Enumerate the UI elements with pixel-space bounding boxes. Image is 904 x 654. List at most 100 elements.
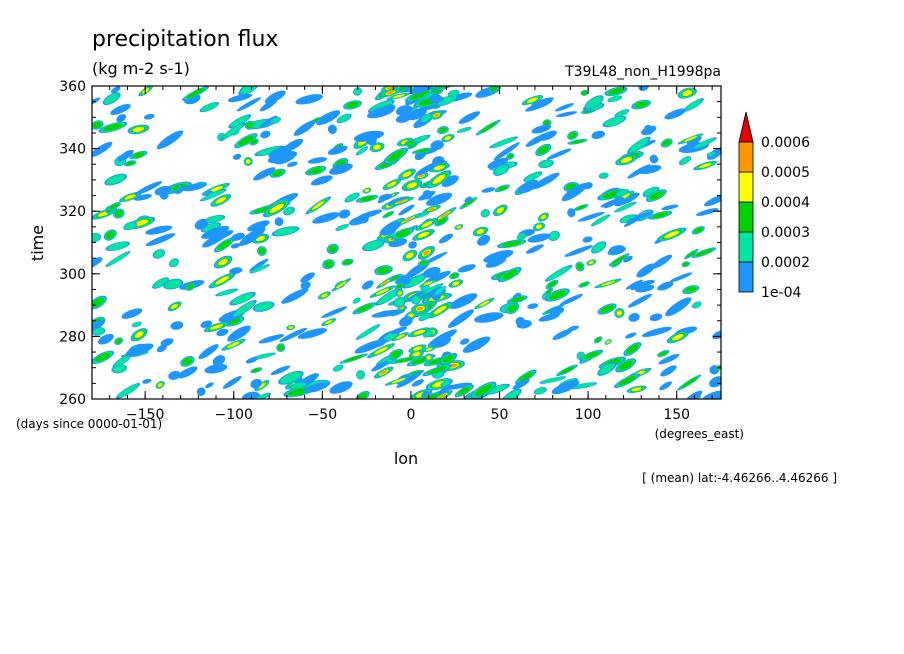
precip-level-4: [444, 135, 452, 141]
precip-level-3: [384, 212, 393, 218]
x-axis-units: (degrees_east): [655, 427, 744, 441]
precip-level-1: [554, 103, 574, 112]
precip-cell: [234, 133, 258, 149]
precip-level-4: [397, 291, 402, 296]
precip-cell: [712, 330, 721, 340]
precip-level-1: [117, 149, 134, 162]
precip-level-2: [604, 116, 625, 127]
precip-level-4: [245, 159, 251, 164]
precip-level-1: [665, 297, 692, 317]
precip-level-3: [501, 269, 518, 280]
precip-level-4: [616, 310, 623, 316]
precip-level-3: [406, 140, 414, 146]
precip-cell: [411, 379, 424, 387]
precip-level-4: [406, 182, 418, 189]
precip-level-2: [457, 127, 471, 133]
precip-cell: [355, 324, 381, 340]
precip-cell: [249, 264, 270, 274]
precip-cell: [249, 258, 269, 272]
precip-cell: [627, 164, 651, 179]
precip-level-3: [612, 255, 627, 264]
precip-cell: [447, 89, 460, 97]
precip-cell: [103, 229, 117, 241]
precip-level-1: [702, 390, 721, 399]
precip-cell: [247, 220, 270, 232]
precip-level-4: [682, 90, 693, 97]
precip-cell: [353, 87, 362, 96]
precip-level-3: [576, 263, 584, 270]
precip-cell: [200, 222, 222, 233]
precip-level-3: [172, 185, 179, 191]
precip-level-1: [658, 353, 680, 365]
precip-level-4: [456, 225, 462, 229]
precip-level-4: [170, 303, 179, 309]
precip-level-2: [615, 109, 629, 117]
precip-level-1: [447, 309, 474, 328]
precip-level-2: [353, 88, 362, 95]
precip-level-1: [518, 179, 539, 194]
precip-cell: [388, 197, 415, 207]
precip-cell: [691, 137, 717, 150]
precip-cell: [578, 281, 590, 288]
precip-cell: [204, 214, 226, 224]
precip-cell: [570, 382, 598, 390]
precip-cell: [527, 233, 551, 243]
precip-cell: [427, 301, 453, 319]
precip-cell: [533, 387, 547, 395]
precip-cell: [305, 165, 327, 176]
precip-level-3: [568, 132, 577, 139]
precip-cell: [489, 136, 518, 149]
precip-cell: [472, 226, 488, 237]
precip-cell: [371, 309, 402, 318]
precip-level-4: [375, 288, 390, 295]
precip-cell: [281, 288, 309, 304]
precip-cell: [487, 157, 509, 169]
precip-level-5: [386, 86, 394, 90]
precip-level-2: [273, 227, 298, 236]
precip-cell: [377, 195, 389, 204]
precip-level-2: [206, 215, 224, 223]
precip-cell: [586, 259, 597, 266]
precip-cell: [408, 241, 418, 249]
precip-level-1: [472, 340, 483, 350]
precip-cell: [483, 383, 510, 395]
precip-cell: [554, 103, 574, 112]
precip-cell: [431, 390, 453, 399]
precip-cell: [491, 250, 511, 261]
precip-cell: [199, 101, 220, 113]
precip-level-1: [321, 306, 348, 318]
precip-cell: [155, 380, 165, 389]
precip-cell: [321, 318, 337, 326]
precip-level-1: [253, 167, 276, 181]
precip-cell: [559, 293, 584, 306]
precip-level-3: [438, 127, 447, 133]
precip-level-4: [392, 94, 405, 99]
precip-cell: [92, 120, 104, 130]
precip-level-1: [312, 212, 340, 224]
precip-level-4: [336, 281, 347, 289]
x-tick-label: −100: [215, 407, 253, 423]
precip-cell: [227, 325, 251, 342]
precip-cell: [439, 353, 457, 365]
precip-cell: [398, 204, 415, 216]
precip-level-3: [450, 273, 458, 279]
precip-cell: [608, 253, 630, 266]
precip-level-1: [198, 344, 219, 360]
precip-level-1: [281, 288, 309, 304]
precip-cell: [448, 279, 464, 288]
precip-level-1: [669, 272, 693, 283]
precip-cell: [417, 259, 430, 267]
precip-level-2: [524, 172, 541, 181]
precip-cell: [310, 175, 333, 186]
precip-level-2: [517, 233, 526, 240]
precip-level-4: [425, 347, 433, 351]
precip-cell: [417, 245, 435, 260]
precip-level-2: [481, 209, 490, 217]
precip-cell: [293, 120, 316, 136]
precip-level-3: [277, 344, 284, 351]
precip-level-3: [626, 344, 639, 354]
precip-cell: [243, 157, 253, 166]
precip-cell: [516, 232, 527, 241]
precip-level-4: [432, 174, 446, 185]
precip-level-2: [377, 289, 401, 305]
